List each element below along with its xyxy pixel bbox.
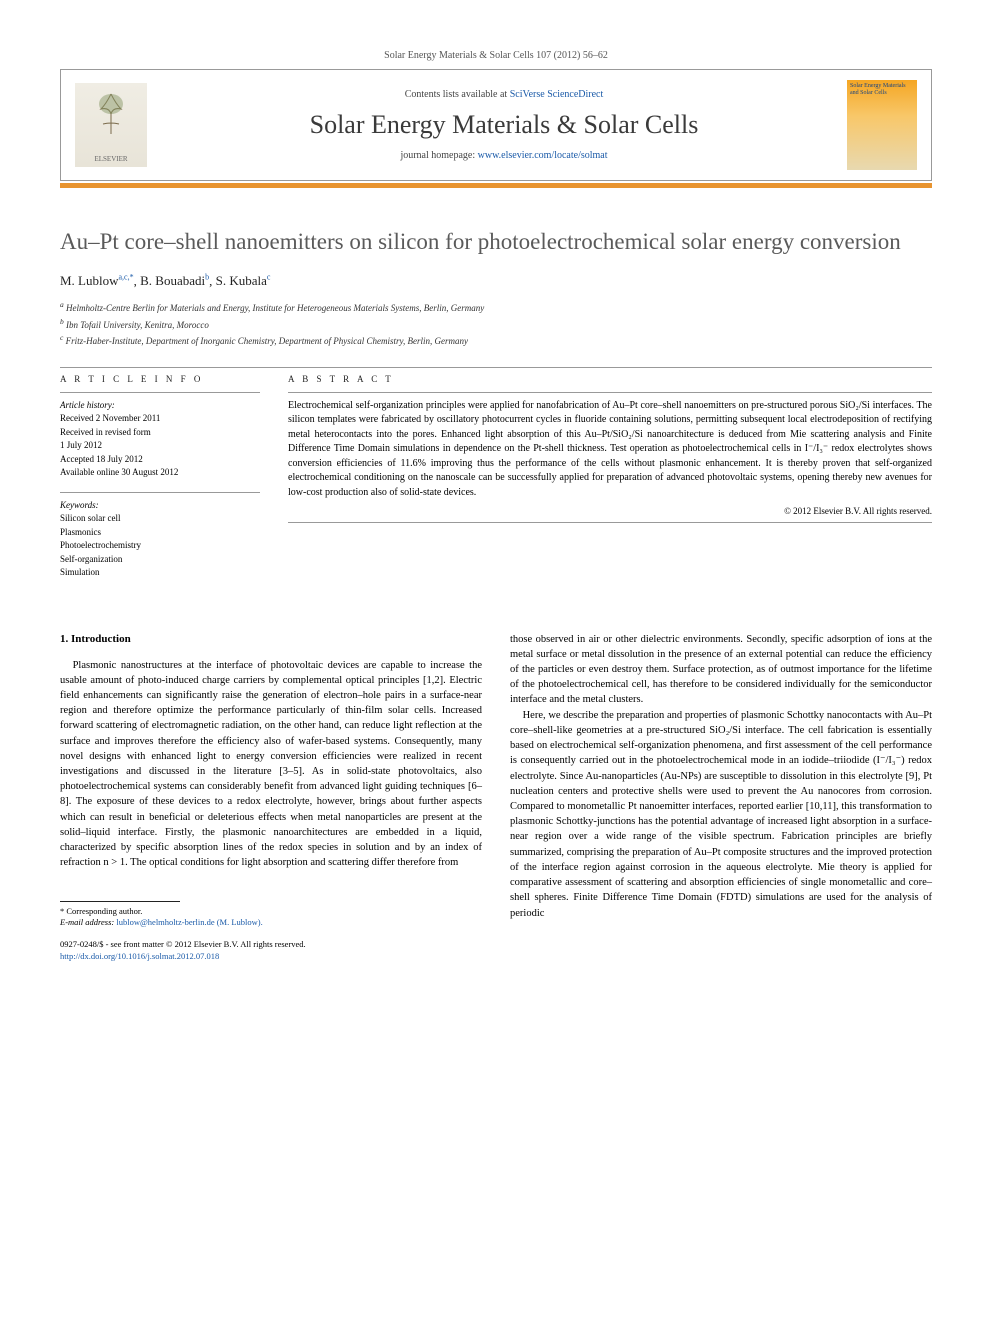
body-column-right: those observed in air or other dielectri…	[510, 632, 932, 964]
affiliations: a Helmholtz-Centre Berlin for Materials …	[60, 299, 932, 349]
author-3: S. Kubalac	[216, 273, 271, 288]
author-1-aff[interactable]: a,c,	[119, 273, 130, 282]
history-line: Received in revised form	[60, 426, 260, 440]
author-2: B. Bouabadib	[140, 273, 209, 288]
orange-divider	[60, 183, 932, 188]
author-list: M. Lublowa,c,*, B. Bouabadib, S. Kubalac	[60, 273, 932, 289]
scidirect-link[interactable]: SciVerse ScienceDirect	[510, 89, 604, 100]
section-divider-top	[60, 367, 932, 368]
article-title: Au–Pt core–shell nanoemitters on silicon…	[60, 228, 932, 257]
journal-banner: ELSEVIER Contents lists available at Sci…	[60, 69, 932, 181]
article-info-heading: A R T I C L E I N F O	[60, 374, 260, 384]
body-paragraph: Plasmonic nanostructures at the interfac…	[60, 658, 482, 871]
corresponding-author-note: * Corresponding author.	[60, 906, 482, 918]
publisher-logo-text: ELSEVIER	[94, 155, 127, 163]
issn-line: 0927-0248/$ - see front matter © 2012 El…	[60, 939, 482, 951]
keyword: Self-organization	[60, 553, 260, 567]
keyword: Plasmonics	[60, 526, 260, 540]
author-1: M. Lublowa,c,*	[60, 273, 134, 288]
footnote-divider	[60, 901, 180, 902]
body-paragraph: Here, we describe the preparation and pr…	[510, 708, 932, 921]
publisher-logo: ELSEVIER	[75, 83, 147, 167]
doi-link[interactable]: http://dx.doi.org/10.1016/j.solmat.2012.…	[60, 951, 219, 961]
contents-prefix: Contents lists available at	[405, 89, 510, 100]
history-line: 1 July 2012	[60, 439, 260, 453]
keyword: Silicon solar cell	[60, 512, 260, 526]
affiliation-a: a Helmholtz-Centre Berlin for Materials …	[60, 299, 932, 316]
abstract-heading: A B S T R A C T	[288, 374, 932, 384]
keyword: Simulation	[60, 566, 260, 580]
history-line: Received 2 November 2011	[60, 412, 260, 426]
history-line: Accepted 18 July 2012	[60, 453, 260, 467]
keywords-label: Keywords:	[60, 499, 260, 513]
email-line: E-mail address: lublow@helmholtz-berlin.…	[60, 917, 482, 929]
history-label: Article history:	[60, 399, 260, 413]
contents-available-line: Contents lists available at SciVerse Sci…	[161, 89, 847, 100]
abstract-text: Electrochemical self-organization princi…	[288, 399, 932, 501]
keyword: Photoelectrochemistry	[60, 539, 260, 553]
journal-title: Solar Energy Materials & Solar Cells	[161, 110, 847, 140]
homepage-prefix: journal homepage:	[400, 150, 477, 161]
footnotes: * Corresponding author. E-mail address: …	[60, 906, 482, 964]
abstract-column: A B S T R A C T Electrochemical self-org…	[288, 374, 932, 592]
body-column-left: 1. Introduction Plasmonic nanostructures…	[60, 632, 482, 964]
abstract-copyright: © 2012 Elsevier B.V. All rights reserved…	[288, 506, 932, 516]
journal-homepage-link[interactable]: www.elsevier.com/locate/solmat	[478, 150, 608, 161]
author-2-aff[interactable]: b	[205, 273, 209, 282]
author-3-aff[interactable]: c	[267, 273, 271, 282]
cover-thumb-title: Solar Energy Materials and Solar Cells	[850, 83, 914, 96]
body-paragraph: those observed in air or other dielectri…	[510, 632, 932, 708]
author-email-link[interactable]: lublow@helmholtz-berlin.de (M. Lublow).	[116, 917, 262, 927]
affiliation-b: b Ibn Tofail University, Kenitra, Morocc…	[60, 316, 932, 333]
section-1-heading: 1. Introduction	[60, 632, 482, 648]
journal-homepage-line: journal homepage: www.elsevier.com/locat…	[161, 150, 847, 161]
journal-cover-thumb: Solar Energy Materials and Solar Cells	[847, 80, 917, 170]
affiliation-c: c Fritz-Haber-Institute, Department of I…	[60, 332, 932, 349]
article-info-column: A R T I C L E I N F O Article history: R…	[60, 374, 260, 592]
running-header: Solar Energy Materials & Solar Cells 107…	[60, 50, 932, 61]
elsevier-tree-icon	[91, 89, 131, 139]
history-line: Available online 30 August 2012	[60, 466, 260, 480]
